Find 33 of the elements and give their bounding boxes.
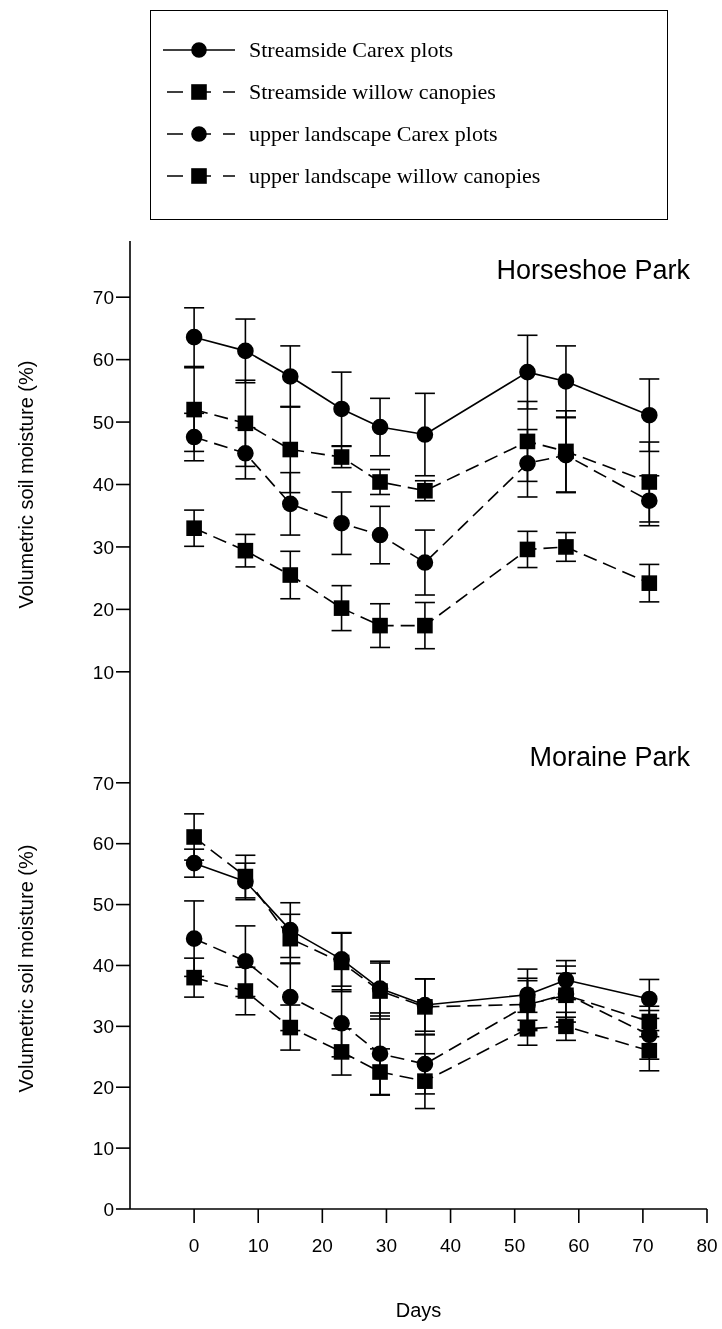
y-tick-label: 0 xyxy=(103,1198,114,1220)
y-tick-label: 30 xyxy=(92,536,114,558)
legend-label: upper landscape Carex plots xyxy=(249,121,498,147)
y-axis-title: Volumetric soil moisture (%) xyxy=(15,360,38,609)
y-tick-label: 70 xyxy=(92,772,114,794)
legend-label: Streamside willow canopies xyxy=(249,79,496,105)
x-tick-label: 10 xyxy=(247,1235,269,1257)
y-tick-label: 50 xyxy=(92,411,114,433)
text: Moraine Park xyxy=(529,742,690,773)
x-tick-label: 50 xyxy=(504,1235,526,1257)
legend-label: Streamside Carex plots xyxy=(249,37,454,63)
y-tick-label: 60 xyxy=(92,833,114,855)
x-axis-title: Days xyxy=(395,1299,442,1321)
y-tick-label: 20 xyxy=(92,599,114,621)
y-tick-label: 70 xyxy=(92,286,114,308)
y-tick-label: 40 xyxy=(92,474,114,496)
x-tick-label: 80 xyxy=(696,1235,718,1257)
y-tick-label: 50 xyxy=(92,894,114,916)
text: Horseshoe Park xyxy=(496,255,690,286)
x-tick-label: 30 xyxy=(375,1235,398,1257)
x-tick-label: 0 xyxy=(188,1235,200,1257)
y-tick-label: 20 xyxy=(92,1076,114,1098)
y-tick-label: 10 xyxy=(92,661,114,683)
y-tick-label: 60 xyxy=(92,349,114,371)
x-tick-label: 40 xyxy=(439,1235,462,1257)
y-axis-title: Volumetric soil moisture (%) xyxy=(15,844,38,1093)
legend-label: upper landscape willow canopies xyxy=(249,163,541,189)
y-tick-label: 10 xyxy=(92,1137,114,1159)
y-tick-label: 30 xyxy=(92,1016,114,1038)
x-tick-label: 70 xyxy=(632,1235,654,1257)
y-tick-label: 40 xyxy=(92,955,114,977)
x-tick-label: 20 xyxy=(311,1235,333,1257)
x-tick-label: 60 xyxy=(568,1235,590,1257)
